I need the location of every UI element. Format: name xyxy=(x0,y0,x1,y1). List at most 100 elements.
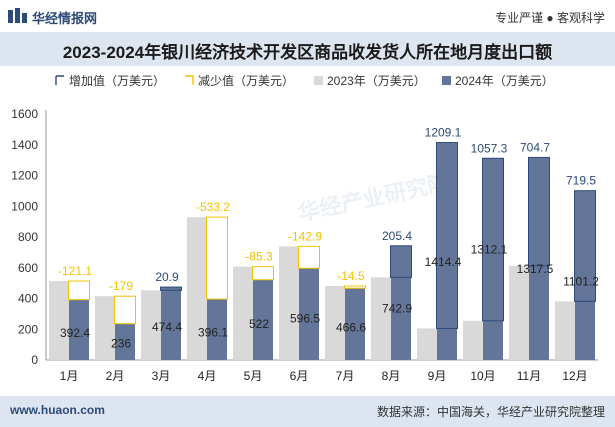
slogan: 专业严谨 ● 客观科学 xyxy=(495,11,605,25)
y-tick-label: 1000 xyxy=(11,199,38,213)
bar-2023-2 xyxy=(95,296,115,360)
value-label: 1312.1 xyxy=(471,242,508,256)
bar-2024-6 xyxy=(299,268,319,360)
legend-increase-swatch xyxy=(55,75,64,85)
huajing-logo-icon xyxy=(8,8,27,23)
change-label: -179 xyxy=(109,279,133,293)
change-label: 1057.3 xyxy=(471,141,508,155)
y-tick-label: 0 xyxy=(31,353,38,367)
x-tick-label: 8月 xyxy=(382,369,401,383)
change-box-11 xyxy=(528,156,550,267)
bar-2023-8 xyxy=(371,277,391,360)
title-band xyxy=(0,32,615,66)
legend-decrease-label: 减少值（万美元） xyxy=(198,73,294,88)
value-label: 522 xyxy=(249,317,269,331)
bar-2023-10 xyxy=(463,320,483,360)
x-tick-label: 3月 xyxy=(152,369,171,383)
y-tick-label: 800 xyxy=(18,230,38,244)
footer-band xyxy=(0,396,615,427)
bar-2023-9 xyxy=(417,328,437,360)
x-tick-label: 6月 xyxy=(290,369,309,383)
change-box-5 xyxy=(252,266,274,281)
legend-2023-label: 2023年（万美元） xyxy=(327,74,426,88)
change-box-8 xyxy=(390,245,412,278)
change-box-2 xyxy=(114,295,136,325)
change-label: -121.1 xyxy=(58,264,92,278)
watermark: 华经产业研究院 xyxy=(296,169,452,225)
bar-2024-7 xyxy=(345,288,365,360)
y-tick-label: 200 xyxy=(18,322,38,336)
change-label: -85.3 xyxy=(245,250,273,264)
y-tick-label: 400 xyxy=(18,292,38,306)
brand-name: 华经情报网 xyxy=(32,11,98,26)
value-label: 396.1 xyxy=(198,326,228,340)
bar-2024-4 xyxy=(207,299,227,360)
x-tick-label: 7月 xyxy=(336,369,355,383)
bar-2024-9 xyxy=(437,142,457,360)
y-tick-label: 1400 xyxy=(11,138,38,152)
bar-2023-12 xyxy=(555,301,575,360)
change-label: -533.2 xyxy=(196,200,230,214)
change-box-6 xyxy=(298,245,320,269)
bar-2023-4 xyxy=(187,217,207,360)
change-label: 20.9 xyxy=(155,270,179,284)
bar-2023-7 xyxy=(325,286,345,360)
x-tick-label: 11月 xyxy=(517,369,541,383)
change-box-12 xyxy=(574,190,596,302)
change-box-10 xyxy=(482,157,504,322)
x-tick-label: 1月 xyxy=(60,369,79,383)
bar-2023-3 xyxy=(141,290,161,360)
value-label: 596.5 xyxy=(290,312,320,326)
change-label: 719.5 xyxy=(566,174,596,188)
legend-2024-label: 2024年（万美元） xyxy=(455,74,554,88)
y-tick-label: 1200 xyxy=(11,169,38,183)
bar-2023-5 xyxy=(233,266,253,360)
value-label: 466.6 xyxy=(336,321,366,335)
bar-chart: 0 200 400 600 800 1000 1200 1400 1600 华经产业研究院 -121… xyxy=(11,73,599,383)
change-box-1 xyxy=(68,280,90,301)
bar-2024-5 xyxy=(253,279,273,360)
data-source: 数据来源：中国海关，华经产业研究院整理 xyxy=(376,405,605,419)
value-label: 392.4 xyxy=(60,326,90,340)
site-url[interactable]: www.huaon.com xyxy=(10,403,105,417)
x-tick-label: 12月 xyxy=(562,369,587,383)
bar-2024-1 xyxy=(69,299,89,360)
bar-2024-3 xyxy=(161,287,181,360)
bar-2023-11 xyxy=(509,265,529,360)
change-box-9 xyxy=(436,142,458,329)
bar-2024-10 xyxy=(483,158,503,360)
value-label: 1414.4 xyxy=(425,255,462,269)
bar-2024-8 xyxy=(391,245,411,360)
change-label: -14.5 xyxy=(337,269,365,283)
change-label: 205.4 xyxy=(382,229,412,243)
change-box-3 xyxy=(160,286,182,291)
y-tick-label: 600 xyxy=(18,261,38,275)
y-tick-label: 1600 xyxy=(11,107,38,121)
value-label: 236 xyxy=(111,337,131,351)
value-label: 474.4 xyxy=(152,320,182,334)
bar-2024-11 xyxy=(529,157,549,360)
legend-increase-label: 增加值（万美元） xyxy=(69,73,165,88)
change-label: 1209.1 xyxy=(425,126,462,140)
change-box-7 xyxy=(344,285,366,289)
x-tick-label: 5月 xyxy=(244,369,263,383)
bar-2023-6 xyxy=(279,246,299,360)
legend-2024-swatch xyxy=(442,76,451,85)
change-box-4 xyxy=(206,216,228,300)
change-label: 704.7 xyxy=(520,140,550,154)
legend-2023-swatch xyxy=(314,76,323,85)
x-tick-label: 9月 xyxy=(428,369,447,383)
bar-2024-12 xyxy=(575,190,595,360)
x-tick-label: 4月 xyxy=(198,369,217,383)
change-label: -142.9 xyxy=(288,229,322,243)
x-tick-label: 2月 xyxy=(106,369,125,383)
legend-decrease-swatch xyxy=(185,75,194,85)
value-label: 1317.5 xyxy=(517,262,554,276)
value-label: 742.9 xyxy=(382,302,412,316)
chart-title: 2023-2024年银川经济技术开发区商品收发货人所在地月度出口额 xyxy=(62,43,553,62)
value-label: 1101.2 xyxy=(563,275,599,289)
bar-2024-2 xyxy=(115,323,135,360)
top-bar: 华经情报网 专业严谨 ● 客观科学 xyxy=(0,0,615,32)
x-tick-label: 10月 xyxy=(470,369,495,383)
bar-2023-1 xyxy=(49,281,69,360)
